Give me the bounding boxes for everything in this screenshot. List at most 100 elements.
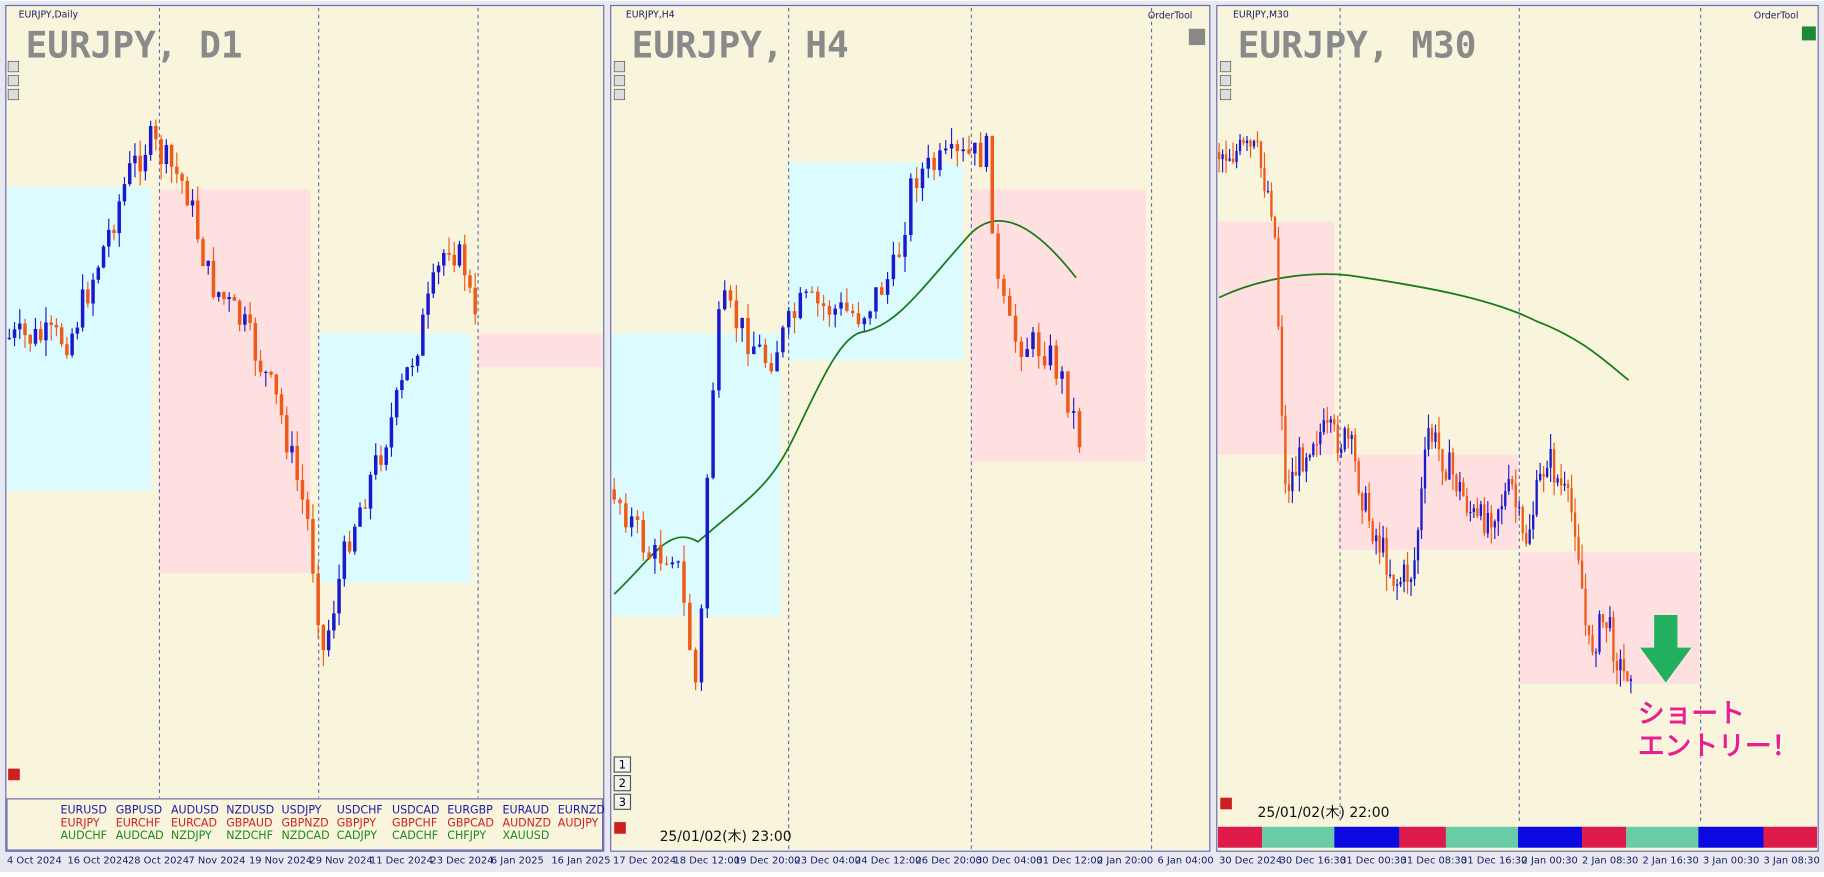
candle-body (285, 415, 289, 453)
candle-body (1483, 504, 1486, 534)
currency-symbol[interactable]: GBPAUD (226, 816, 272, 829)
candle-body (763, 344, 768, 364)
order-tool[interactable]: OrderTool (1754, 10, 1798, 21)
currency-symbol[interactable]: NZDJPY (171, 829, 212, 842)
currency-symbol[interactable]: AUDCAD (116, 829, 164, 842)
currency-symbol[interactable]: XAUUSD (503, 829, 550, 842)
currency-symbol[interactable]: NZDCHF (226, 829, 273, 842)
candle-body (1235, 151, 1238, 163)
period-button[interactable] (613, 775, 632, 792)
candle-body (269, 371, 273, 375)
candle-body (1573, 512, 1577, 537)
currency-symbol[interactable]: CADJPY (337, 829, 377, 842)
time-label: 7 Nov 2024 (188, 856, 245, 867)
currency-symbol[interactable]: NZDUSD (226, 803, 274, 816)
time-label: 28 Oct 2024 (128, 856, 189, 867)
candle-body (798, 292, 803, 319)
currency-symbol[interactable]: GBPUSD (116, 803, 162, 816)
candle-body (624, 503, 628, 528)
candle-body (1416, 530, 1420, 561)
close-button[interactable] (8, 768, 20, 781)
candle-body (363, 507, 368, 509)
currency-symbol[interactable]: EURCHF (116, 816, 161, 829)
candle-body (816, 291, 820, 304)
candle-body (641, 519, 646, 553)
currency-icon[interactable] (1188, 28, 1206, 46)
candle-body (752, 346, 756, 355)
period-button[interactable] (613, 756, 632, 773)
candle-body (237, 300, 242, 325)
candle-body (1019, 341, 1024, 357)
candle-body (33, 328, 38, 344)
candle-body (629, 516, 634, 528)
candle-body (373, 455, 378, 475)
currency-symbol[interactable]: USDCAD (392, 803, 439, 816)
currency-symbol[interactable]: CHFJPY (447, 829, 486, 842)
currency-symbol[interactable]: GBPCHF (392, 816, 437, 829)
close-button[interactable] (1220, 797, 1232, 810)
candle-body (290, 445, 294, 453)
candle-body (1013, 315, 1018, 342)
currency-symbol[interactable]: CADCHF (392, 829, 438, 842)
period-button-label[interactable]: 3 (619, 795, 626, 809)
period-button-label[interactable]: 1 (619, 758, 626, 772)
currency-symbol[interactable]: USDJPY (282, 803, 322, 816)
time-label: 2 Jan 08:30 (1582, 856, 1638, 867)
period-button-label[interactable]: 2 (619, 776, 626, 790)
candle-body (938, 150, 942, 171)
candle-body (190, 200, 195, 206)
currency-symbol[interactable]: NZDCAD (282, 829, 330, 842)
candle-body (180, 173, 184, 181)
candle-body (664, 563, 669, 565)
candle-body (978, 142, 983, 167)
candle-body (909, 178, 913, 236)
panels (5, 4, 1819, 852)
candle-body (850, 310, 855, 314)
candle-body (112, 229, 116, 234)
currency-symbol[interactable]: EURJPY (60, 816, 99, 829)
candle-body (1385, 537, 1388, 576)
candle-body (1312, 444, 1315, 456)
window-title: EURJPY,M30 (1233, 9, 1289, 20)
currency-symbol[interactable]: GBPCAD (447, 816, 494, 829)
currency-symbol[interactable]: GBPNZD (282, 816, 329, 829)
currency-symbol[interactable]: AUDCHF (60, 829, 107, 842)
candle-body (1291, 471, 1294, 492)
currency-symbol[interactable]: AUDJPY (558, 816, 599, 829)
candle-body (990, 135, 995, 234)
time-label: 30 Dec 2024 (1219, 856, 1282, 867)
candle-body (243, 314, 247, 325)
currency-symbol[interactable]: AUDUSD (171, 803, 219, 816)
candle-body (1270, 190, 1273, 217)
candle-body (1308, 455, 1311, 458)
candle-body (1545, 467, 1549, 477)
candle-body (1042, 356, 1047, 366)
candle-body (59, 327, 64, 345)
candle-body (232, 296, 237, 301)
candle-body (1228, 158, 1231, 161)
time-label: 17 Dec 2024 (613, 856, 676, 867)
candle-body (12, 329, 17, 338)
candle-body (321, 625, 326, 651)
currency-symbol[interactable]: GBPJPY (337, 816, 376, 829)
currency-symbol[interactable]: AUDNZD (503, 816, 552, 829)
currency-symbol[interactable]: USDCHF (337, 803, 383, 816)
box (478, 333, 603, 368)
currency-symbol[interactable]: EURUSD (60, 803, 106, 816)
side-buttons[interactable] (7, 60, 1232, 101)
candle-body (1322, 420, 1325, 433)
candle-body (410, 365, 415, 368)
currency-icon[interactable] (1801, 26, 1816, 41)
period-button[interactable] (613, 793, 632, 810)
candle-body (28, 335, 32, 344)
order-tool[interactable]: OrderTool (1148, 10, 1192, 21)
candle-body (305, 499, 310, 520)
currency-symbol[interactable]: EURGBP (447, 803, 493, 816)
time-label: 16 Oct 2024 (67, 856, 128, 867)
currency-symbol[interactable]: EURNZD (558, 803, 605, 816)
currency-symbol[interactable]: EURAUD (503, 803, 549, 816)
candle-body (216, 292, 221, 298)
currency-symbol[interactable]: EURCAD (171, 816, 217, 829)
close-button[interactable] (614, 822, 626, 834)
candle-body (1601, 614, 1605, 623)
